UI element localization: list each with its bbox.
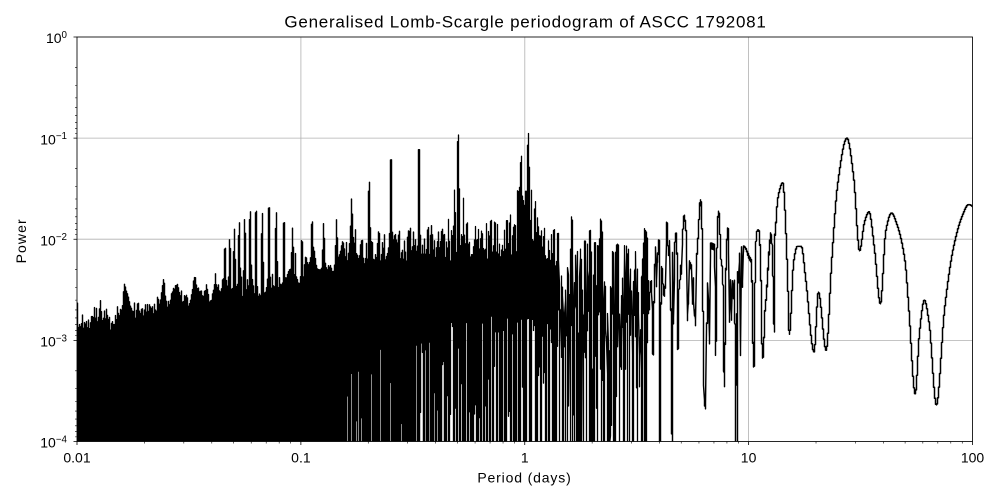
svg-text:Generalised Lomb-Scargle perio: Generalised Lomb-Scargle periodogram of … bbox=[284, 13, 766, 32]
svg-text:Period (days): Period (days) bbox=[477, 470, 571, 486]
svg-text:10: 10 bbox=[741, 450, 757, 466]
svg-text:Power: Power bbox=[13, 218, 29, 263]
svg-text:1: 1 bbox=[521, 450, 529, 466]
svg-text:0.1: 0.1 bbox=[291, 450, 311, 466]
svg-text:0.01: 0.01 bbox=[63, 450, 90, 466]
svg-text:100: 100 bbox=[961, 450, 985, 466]
